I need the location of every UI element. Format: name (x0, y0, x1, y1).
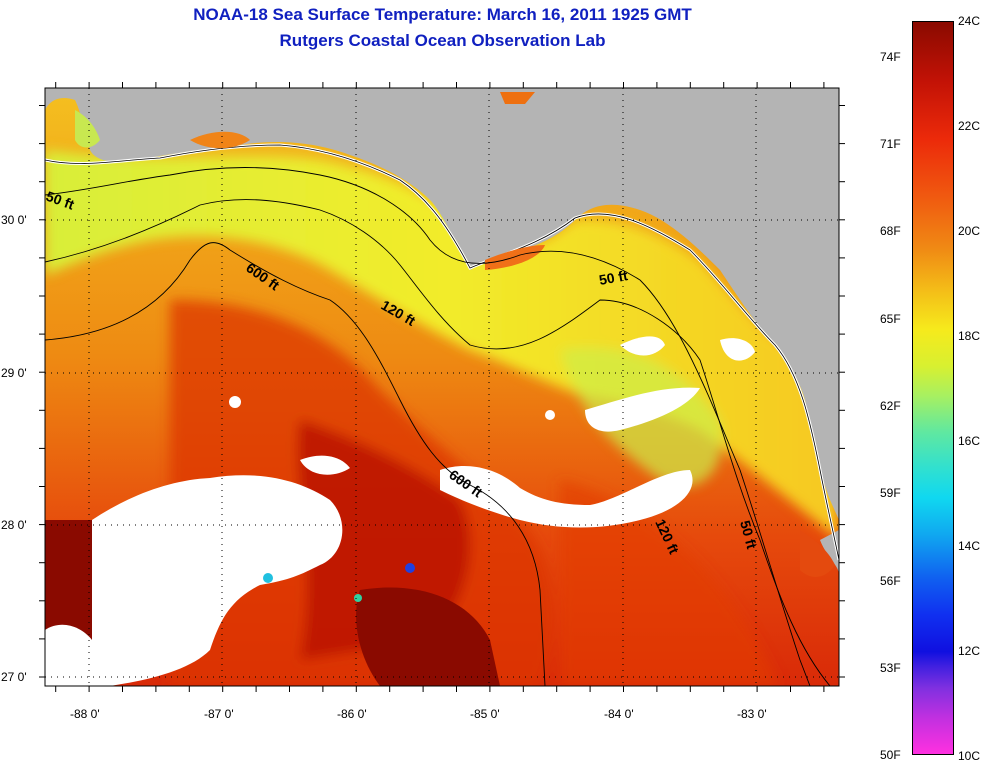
bay-patch (75, 110, 100, 148)
cb-label-12c: 12C (958, 644, 981, 658)
cb-label-62f: 62F (880, 399, 901, 413)
map-title: NOAA-18 Sea Surface Temperature: March 1… (193, 5, 692, 24)
map-subtitle: Rutgers Coastal Ocean Observation Lab (279, 31, 606, 50)
cb-label-71f: 71F (880, 137, 901, 151)
cloud-mask (45, 336, 755, 686)
lon-label-86: -86 0' (337, 707, 367, 721)
warm-core-south (356, 587, 500, 686)
lon-label-83: -83 0' (737, 707, 767, 721)
bay-patch-2 (190, 131, 250, 149)
lat-label-27: 27 0' (1, 670, 27, 684)
cb-label-50f: 50F (880, 748, 901, 762)
cb-label-74f: 74F (880, 50, 901, 64)
lat-label-30: 30 0' (1, 213, 27, 227)
lon-label-85: -85 0' (470, 707, 500, 721)
lon-label-87: -87 0' (204, 707, 234, 721)
lon-label-88: -88 0' (70, 707, 100, 721)
temperature-colorbar (912, 21, 954, 755)
isobath-contours (45, 167, 831, 686)
contour-label-50ft-south: 50 ft (737, 519, 760, 551)
map-frame (44, 87, 840, 687)
cb-label-22c: 22C (958, 119, 981, 133)
cb-label-20c: 20C (958, 224, 981, 238)
cb-label-10c: 10C (958, 749, 981, 763)
cb-label-68f: 68F (880, 224, 901, 238)
graticule (45, 88, 839, 686)
cb-label-16c: 16C (958, 434, 981, 448)
cb-label-65f: 65F (880, 312, 901, 326)
cb-label-59f: 59F (880, 486, 901, 500)
cb-label-14c: 14C (958, 539, 981, 553)
bay-patch-4 (800, 530, 835, 577)
lon-label-84: -84 0' (604, 707, 634, 721)
axis-ticks (39, 82, 845, 692)
contour-label-50ft-east: 50 ft (598, 267, 629, 288)
cb-label-18c: 18C (958, 329, 981, 343)
bay-patch-3 (485, 245, 545, 270)
cb-label-53f: 53F (880, 661, 901, 675)
lat-label-28: 28 0' (1, 518, 27, 532)
inland-lake (500, 92, 535, 104)
cb-label-24c: 24C (958, 14, 981, 28)
cold-spots (263, 563, 415, 602)
lat-label-29: 29 0' (1, 366, 27, 380)
cb-label-56f: 56F (880, 574, 901, 588)
